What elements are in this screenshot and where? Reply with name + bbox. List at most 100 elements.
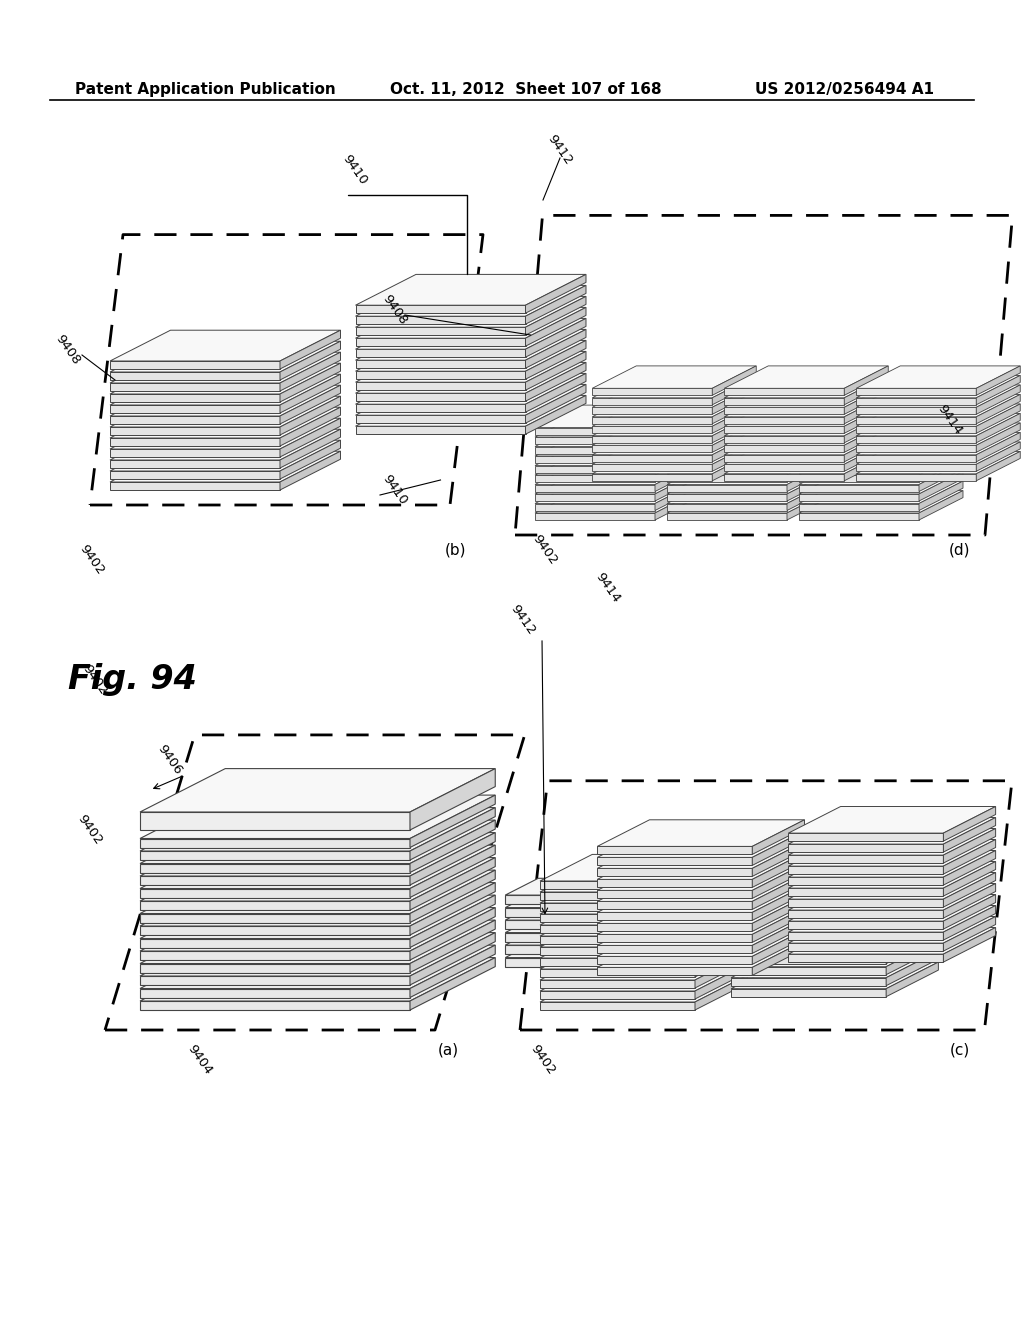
Polygon shape (525, 308, 586, 346)
Polygon shape (110, 385, 341, 416)
Polygon shape (110, 374, 341, 405)
Polygon shape (919, 491, 963, 520)
Polygon shape (695, 866, 748, 900)
Polygon shape (731, 956, 886, 964)
Polygon shape (505, 945, 605, 954)
Polygon shape (856, 404, 1020, 426)
Polygon shape (355, 305, 525, 313)
Polygon shape (799, 424, 963, 446)
Polygon shape (753, 830, 805, 866)
Polygon shape (110, 459, 280, 469)
Polygon shape (355, 363, 586, 393)
Polygon shape (799, 491, 963, 513)
Polygon shape (592, 385, 757, 408)
Polygon shape (724, 433, 888, 455)
Polygon shape (724, 366, 888, 388)
Polygon shape (540, 932, 748, 958)
Polygon shape (535, 471, 699, 494)
Polygon shape (724, 451, 888, 474)
Polygon shape (856, 417, 976, 424)
Polygon shape (788, 833, 943, 841)
Polygon shape (140, 888, 410, 898)
Polygon shape (525, 374, 586, 412)
Polygon shape (140, 933, 496, 975)
Polygon shape (140, 870, 496, 913)
Polygon shape (724, 397, 844, 405)
Polygon shape (355, 350, 525, 358)
Polygon shape (597, 908, 805, 935)
Polygon shape (667, 405, 831, 428)
Polygon shape (788, 807, 995, 833)
Polygon shape (140, 808, 496, 851)
Polygon shape (787, 424, 831, 454)
Polygon shape (505, 933, 605, 941)
Polygon shape (280, 451, 341, 490)
Polygon shape (410, 933, 496, 985)
Polygon shape (695, 965, 748, 999)
Polygon shape (731, 853, 938, 879)
Polygon shape (525, 341, 586, 379)
Polygon shape (540, 991, 695, 999)
Polygon shape (355, 285, 586, 317)
Polygon shape (535, 462, 699, 484)
Polygon shape (410, 920, 496, 973)
Polygon shape (753, 842, 805, 876)
Polygon shape (856, 397, 976, 405)
Polygon shape (540, 913, 695, 921)
Polygon shape (753, 853, 805, 887)
Polygon shape (787, 405, 831, 434)
Polygon shape (355, 396, 586, 426)
Polygon shape (799, 405, 963, 428)
Polygon shape (856, 465, 976, 471)
Polygon shape (597, 896, 805, 924)
Polygon shape (525, 351, 586, 391)
Polygon shape (355, 371, 525, 379)
Polygon shape (355, 330, 586, 360)
Polygon shape (695, 932, 748, 966)
Polygon shape (731, 867, 886, 875)
Polygon shape (355, 383, 525, 391)
Polygon shape (695, 920, 748, 954)
Polygon shape (731, 923, 886, 931)
Polygon shape (280, 385, 341, 424)
Polygon shape (667, 462, 831, 484)
Polygon shape (788, 954, 943, 962)
Polygon shape (597, 935, 753, 942)
Polygon shape (919, 453, 963, 482)
Polygon shape (355, 275, 586, 305)
Polygon shape (597, 968, 753, 975)
Polygon shape (799, 480, 963, 503)
Polygon shape (886, 886, 938, 920)
Polygon shape (886, 940, 938, 974)
Polygon shape (655, 433, 699, 463)
Polygon shape (731, 966, 886, 974)
Polygon shape (713, 404, 757, 433)
Polygon shape (592, 413, 757, 436)
Polygon shape (140, 845, 496, 888)
Polygon shape (410, 795, 496, 847)
Polygon shape (919, 462, 963, 491)
Polygon shape (355, 426, 525, 434)
Polygon shape (724, 404, 888, 426)
Polygon shape (110, 352, 341, 383)
Polygon shape (140, 920, 496, 964)
Polygon shape (724, 413, 888, 436)
Polygon shape (592, 395, 757, 417)
Polygon shape (535, 466, 655, 473)
Polygon shape (525, 285, 586, 325)
Polygon shape (856, 375, 1020, 397)
Polygon shape (976, 375, 1020, 405)
Polygon shape (355, 374, 586, 404)
Polygon shape (713, 395, 757, 424)
Polygon shape (140, 1001, 410, 1010)
Polygon shape (799, 428, 919, 434)
Polygon shape (667, 414, 831, 437)
Polygon shape (731, 886, 938, 912)
Polygon shape (844, 433, 888, 462)
Polygon shape (787, 453, 831, 482)
Polygon shape (943, 928, 995, 962)
Polygon shape (140, 913, 410, 923)
Polygon shape (355, 341, 586, 371)
Polygon shape (788, 921, 943, 929)
Polygon shape (788, 829, 995, 855)
